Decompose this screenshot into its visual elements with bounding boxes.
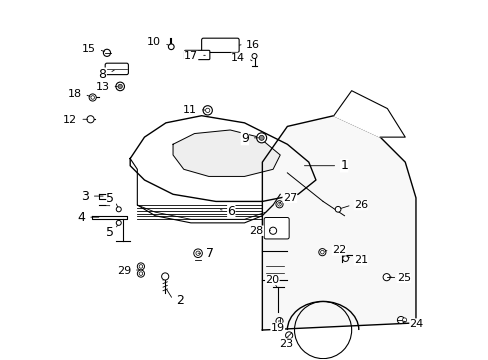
Polygon shape xyxy=(91,216,126,219)
Text: 11: 11 xyxy=(183,105,197,115)
Circle shape xyxy=(402,318,406,322)
FancyBboxPatch shape xyxy=(184,50,209,60)
Text: 28: 28 xyxy=(249,226,263,236)
Text: 15: 15 xyxy=(81,44,96,54)
Circle shape xyxy=(89,94,96,101)
Circle shape xyxy=(118,84,122,89)
Polygon shape xyxy=(99,194,112,199)
Circle shape xyxy=(259,135,264,140)
Text: 3: 3 xyxy=(81,190,88,203)
Circle shape xyxy=(116,220,121,225)
Circle shape xyxy=(256,133,266,143)
Text: 22: 22 xyxy=(331,246,346,255)
Text: 25: 25 xyxy=(396,273,410,283)
Text: 10: 10 xyxy=(147,37,161,48)
Text: 13: 13 xyxy=(95,82,109,92)
Circle shape xyxy=(87,116,94,123)
Text: 20: 20 xyxy=(265,275,279,285)
Circle shape xyxy=(162,273,168,280)
Text: 21: 21 xyxy=(353,255,367,265)
Text: 16: 16 xyxy=(246,40,260,50)
Circle shape xyxy=(269,227,276,234)
Circle shape xyxy=(342,256,348,261)
Circle shape xyxy=(275,318,283,325)
Circle shape xyxy=(116,82,124,91)
Polygon shape xyxy=(173,130,280,176)
Text: 27: 27 xyxy=(282,193,296,203)
Circle shape xyxy=(382,274,389,281)
Circle shape xyxy=(193,249,202,257)
Text: 4: 4 xyxy=(77,211,85,224)
Circle shape xyxy=(335,206,340,212)
Polygon shape xyxy=(262,116,415,330)
Text: 23: 23 xyxy=(279,339,293,348)
FancyBboxPatch shape xyxy=(105,63,128,75)
Polygon shape xyxy=(130,116,315,202)
Circle shape xyxy=(168,44,174,50)
Text: 9: 9 xyxy=(241,132,248,145)
Circle shape xyxy=(203,106,212,115)
Circle shape xyxy=(137,263,144,270)
Circle shape xyxy=(285,332,292,339)
Circle shape xyxy=(318,249,325,256)
Text: 17: 17 xyxy=(183,51,198,61)
Text: 5: 5 xyxy=(106,192,114,205)
Text: 1: 1 xyxy=(340,159,347,172)
Text: 12: 12 xyxy=(63,115,77,125)
FancyBboxPatch shape xyxy=(201,38,239,53)
Circle shape xyxy=(251,54,257,59)
Polygon shape xyxy=(204,41,236,50)
Text: 6: 6 xyxy=(227,205,235,218)
Text: 29: 29 xyxy=(117,266,131,276)
Text: 19: 19 xyxy=(270,323,284,333)
Text: 7: 7 xyxy=(205,247,213,260)
Circle shape xyxy=(103,49,110,57)
Text: 14: 14 xyxy=(231,53,244,63)
Text: 2: 2 xyxy=(176,294,183,307)
Text: 5: 5 xyxy=(106,226,114,239)
Text: 18: 18 xyxy=(67,89,81,99)
Circle shape xyxy=(116,207,121,212)
Polygon shape xyxy=(186,52,207,58)
Circle shape xyxy=(275,201,283,208)
Circle shape xyxy=(137,270,144,277)
Circle shape xyxy=(397,316,404,324)
Text: 8: 8 xyxy=(99,68,106,81)
Polygon shape xyxy=(108,66,125,72)
Text: 24: 24 xyxy=(408,319,423,329)
Text: 26: 26 xyxy=(353,200,367,210)
Polygon shape xyxy=(333,91,405,137)
FancyBboxPatch shape xyxy=(264,217,288,239)
